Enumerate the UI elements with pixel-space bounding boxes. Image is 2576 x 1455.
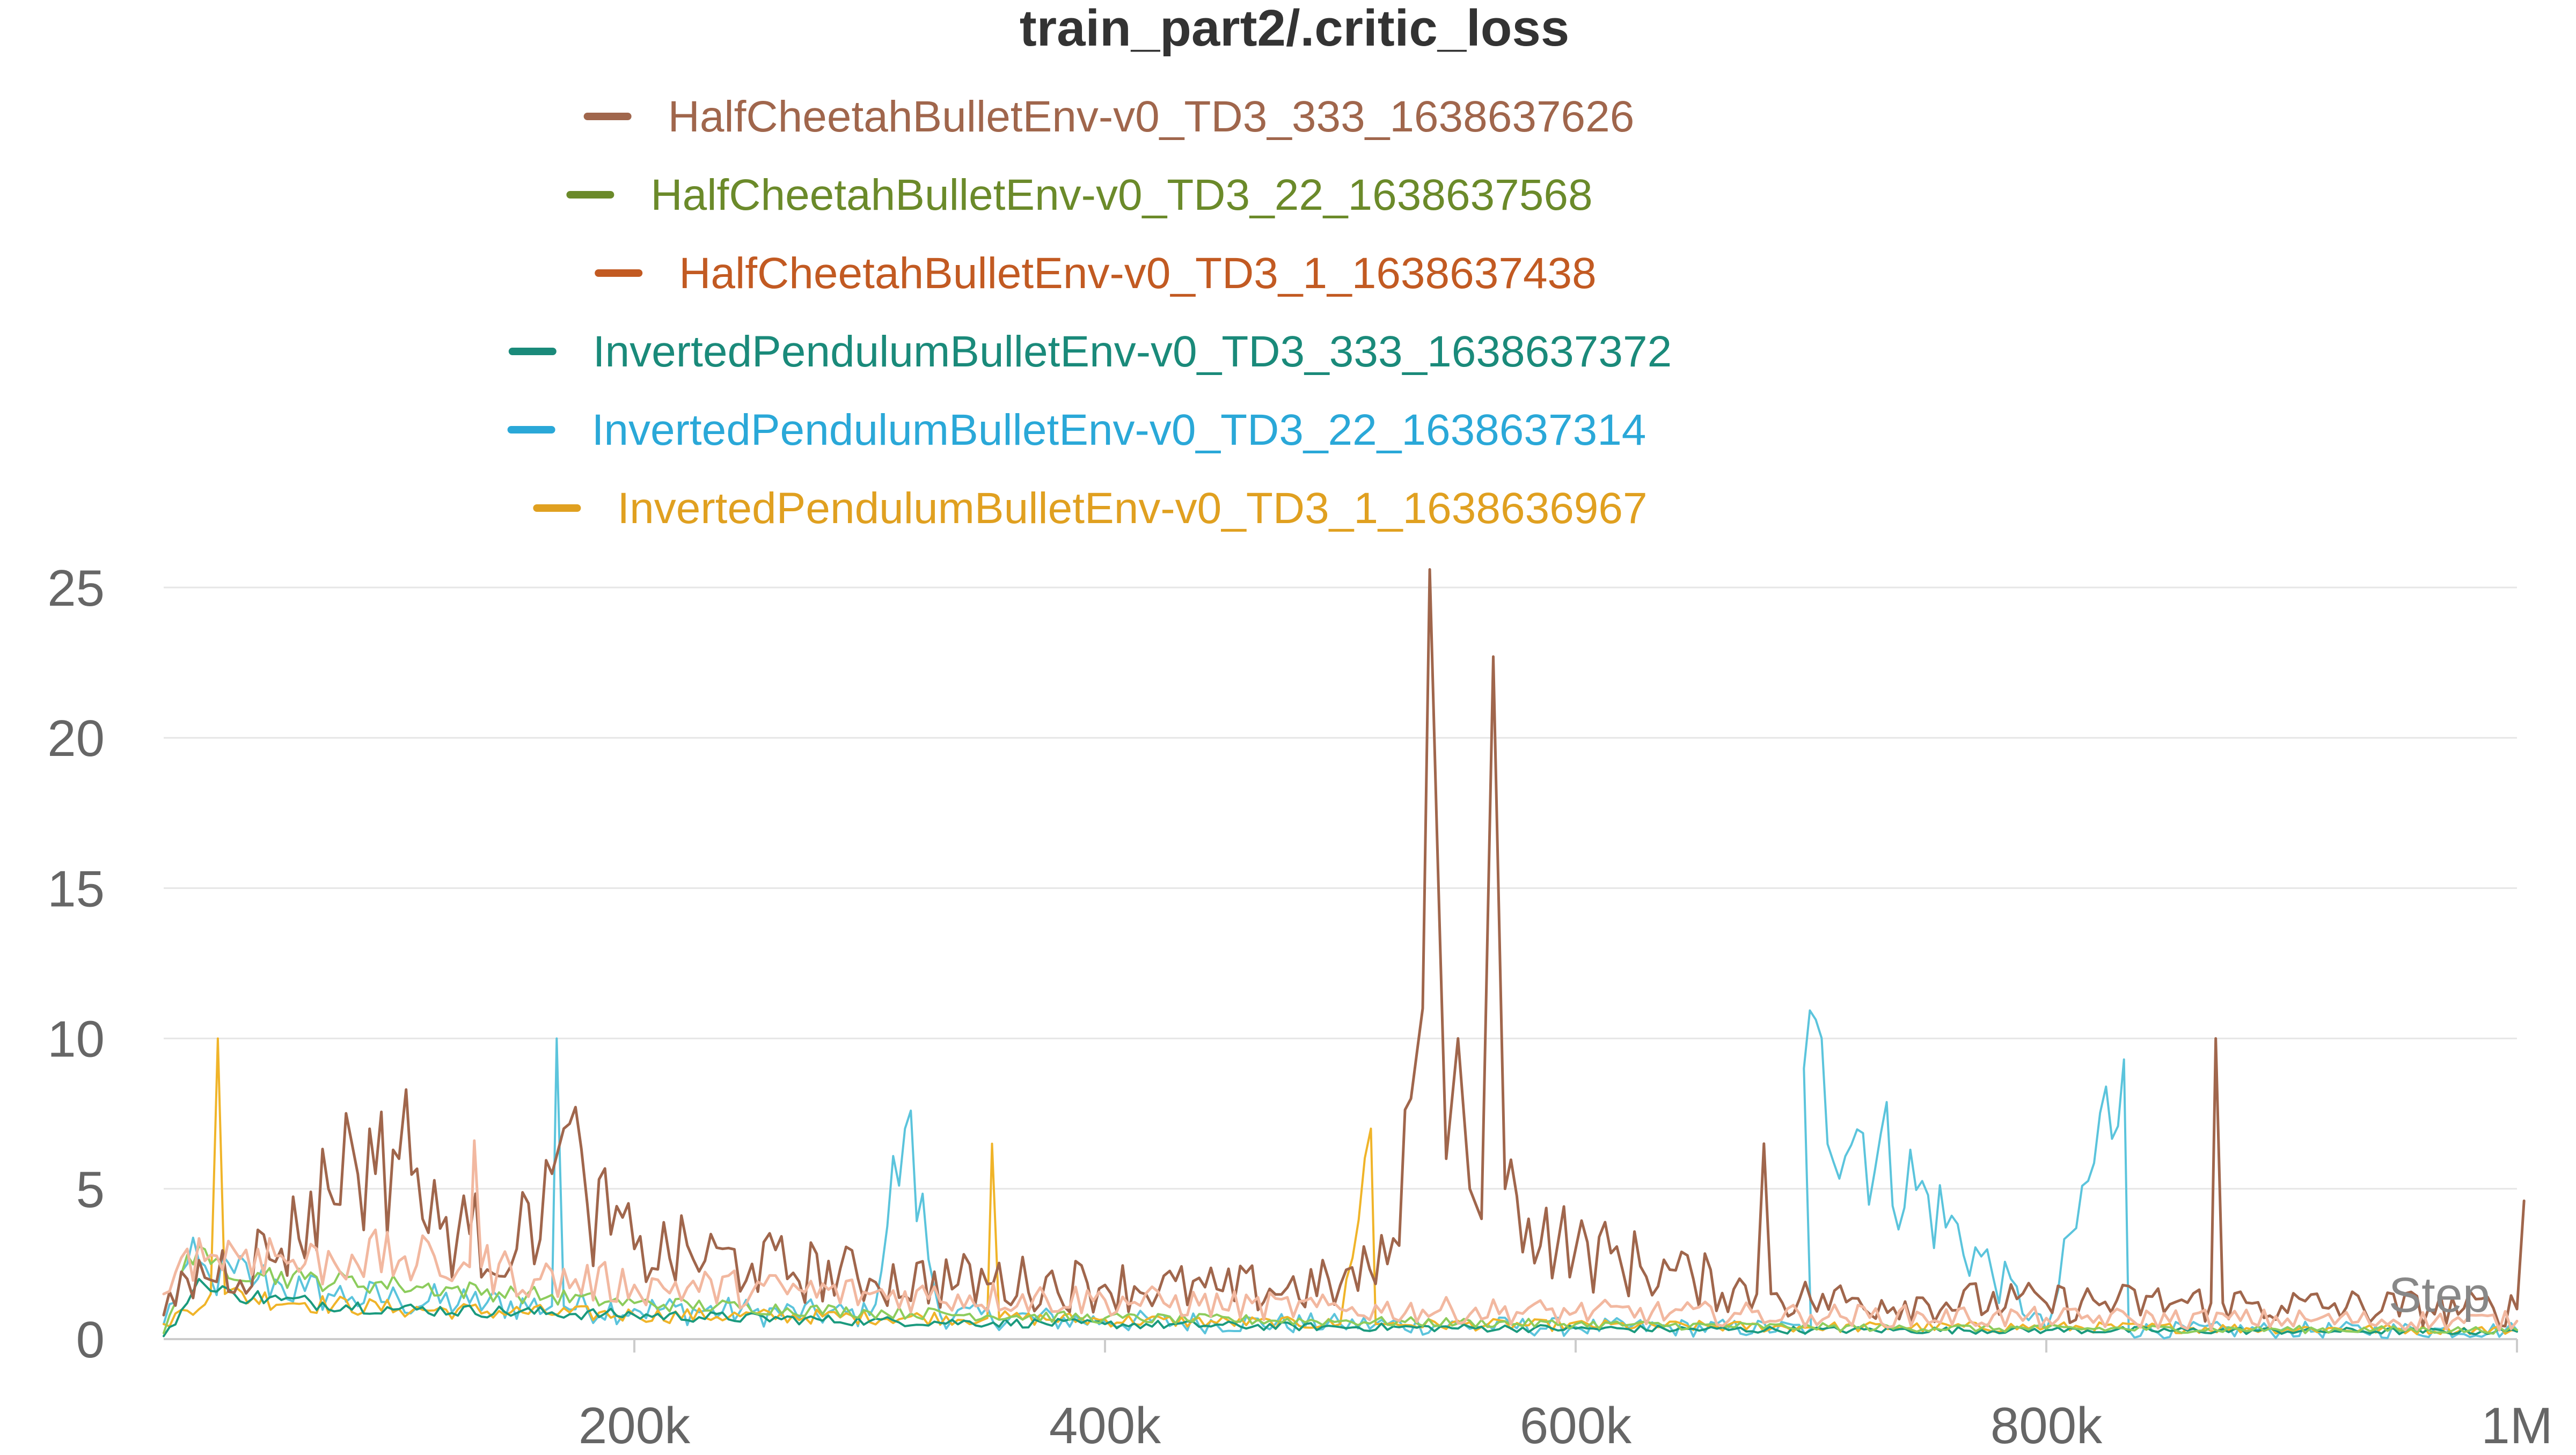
series-line [162, 1139, 2519, 1332]
series-line [163, 1245, 2518, 1335]
grid [164, 586, 2517, 1340]
legend-label: InvertedPendulumBulletEnv-v0_TD3_22_1638… [592, 406, 1646, 454]
y-axis: 0 5 10 15 20 25 [47, 560, 105, 1369]
x-tick-label: 400k [1049, 1397, 1161, 1454]
y-tick-label: 10 [47, 1011, 105, 1068]
x-axis: 200k 400k 600k 800k 1M [579, 1339, 2553, 1454]
y-tick-label: 20 [47, 710, 105, 767]
y-tick-label: 0 [76, 1311, 105, 1369]
x-tick-label: 600k [1520, 1397, 1632, 1454]
x-axis-label: Step [2389, 1268, 2490, 1322]
series-line [163, 1009, 2518, 1340]
legend-label: InvertedPendulumBulletEnv-v0_TD3_333_163… [593, 327, 1672, 376]
x-tick-label: 1M [2481, 1397, 2552, 1454]
legend-label: HalfCheetahBulletEnv-v0_TD3_1_1638637438 [679, 249, 1597, 298]
plot-area [162, 568, 2526, 1340]
legend-label: HalfCheetahBulletEnv-v0_TD3_333_16386376… [668, 92, 1635, 141]
y-tick-label: 15 [47, 860, 105, 917]
legend-label: InvertedPendulumBulletEnv-v0_TD3_1_16386… [617, 484, 1647, 533]
y-tick-label: 25 [47, 560, 105, 617]
series-line [162, 568, 2526, 1328]
legend: HalfCheetahBulletEnv-v0_TD3_333_16386376… [507, 92, 1672, 533]
x-tick-label: 200k [579, 1397, 691, 1454]
legend-label: HalfCheetahBulletEnv-v0_TD3_22_163863756… [650, 171, 1592, 219]
x-tick-label: 800k [1990, 1397, 2103, 1454]
y-tick-label: 5 [76, 1161, 105, 1218]
chart-title: train_part2/.critic_loss [1020, 0, 1569, 57]
